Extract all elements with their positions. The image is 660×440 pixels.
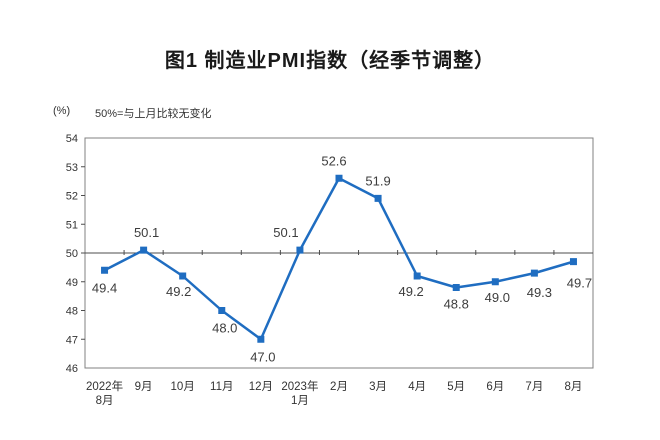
x-axis-label: 6月 bbox=[486, 381, 504, 393]
y-axis-label: 50 bbox=[66, 248, 78, 260]
data-point-marker bbox=[491, 278, 499, 286]
data-point-label: 50.1 bbox=[273, 225, 298, 240]
x-axis-label: 5月 bbox=[447, 381, 465, 393]
x-axis-label: 4月 bbox=[408, 381, 426, 393]
x-axis-label: 2月 bbox=[330, 381, 348, 393]
data-point-marker bbox=[569, 258, 577, 266]
data-point-marker bbox=[179, 272, 187, 280]
data-point-marker bbox=[140, 246, 148, 254]
data-point-label: 49.3 bbox=[527, 285, 552, 300]
data-point-marker bbox=[374, 194, 382, 202]
data-point-label: 48.0 bbox=[212, 321, 237, 336]
x-axis-label: 12月 bbox=[249, 381, 273, 393]
y-axis-label: 47 bbox=[66, 334, 78, 346]
x-axis-label: 9月 bbox=[135, 381, 153, 393]
data-point-label: 50.1 bbox=[134, 225, 159, 240]
data-point-label: 49.2 bbox=[166, 284, 191, 299]
y-axis-label: 54 bbox=[66, 133, 78, 145]
x-axis-label: 7月 bbox=[525, 381, 543, 393]
pmi-series-line bbox=[103, 177, 574, 341]
x-axis-label: 2023年 bbox=[281, 379, 318, 393]
x-axis-label: 11月 bbox=[210, 381, 233, 393]
data-point-label: 51.9 bbox=[365, 173, 390, 188]
data-point-label: 48.8 bbox=[444, 297, 469, 312]
data-point-marker bbox=[530, 269, 538, 277]
data-point-marker bbox=[101, 266, 109, 274]
y-axis-label: 51 bbox=[66, 219, 78, 231]
reference-note: 50%=与上月比较无变化 bbox=[95, 108, 212, 120]
data-point-marker bbox=[257, 335, 265, 343]
data-point-marker bbox=[413, 272, 421, 280]
data-point-marker bbox=[335, 174, 343, 182]
data-point-marker bbox=[296, 246, 304, 254]
data-point-marker bbox=[452, 284, 460, 291]
x-axis-label: 8月 bbox=[565, 381, 583, 393]
data-point-label: 52.6 bbox=[321, 153, 346, 168]
data-point-label: 49.7 bbox=[567, 276, 592, 291]
x-axis-label: 3月 bbox=[369, 381, 387, 393]
y-axis-label: 49 bbox=[66, 277, 78, 289]
data-point-label: 49.4 bbox=[92, 280, 117, 295]
y-axis-unit-label: (%) bbox=[53, 105, 71, 117]
chart-title: 图1 制造业PMI指数（经季节调整） bbox=[164, 50, 496, 72]
y-axis-label: 53 bbox=[66, 162, 78, 174]
x-axis-label: 8月 bbox=[96, 395, 114, 407]
x-axis-label: 2022年 bbox=[86, 379, 123, 393]
data-point-label: 49.0 bbox=[485, 290, 510, 305]
y-axis-label: 48 bbox=[66, 306, 78, 318]
data-point-label: 47.0 bbox=[250, 349, 275, 364]
data-point-label: 49.2 bbox=[398, 284, 423, 299]
x-axis-label: 1月 bbox=[291, 395, 309, 407]
y-axis-label: 52 bbox=[66, 191, 78, 203]
y-axis-label: 46 bbox=[66, 363, 78, 375]
data-point-marker bbox=[218, 307, 226, 314]
x-axis-label: 10月 bbox=[171, 381, 195, 393]
